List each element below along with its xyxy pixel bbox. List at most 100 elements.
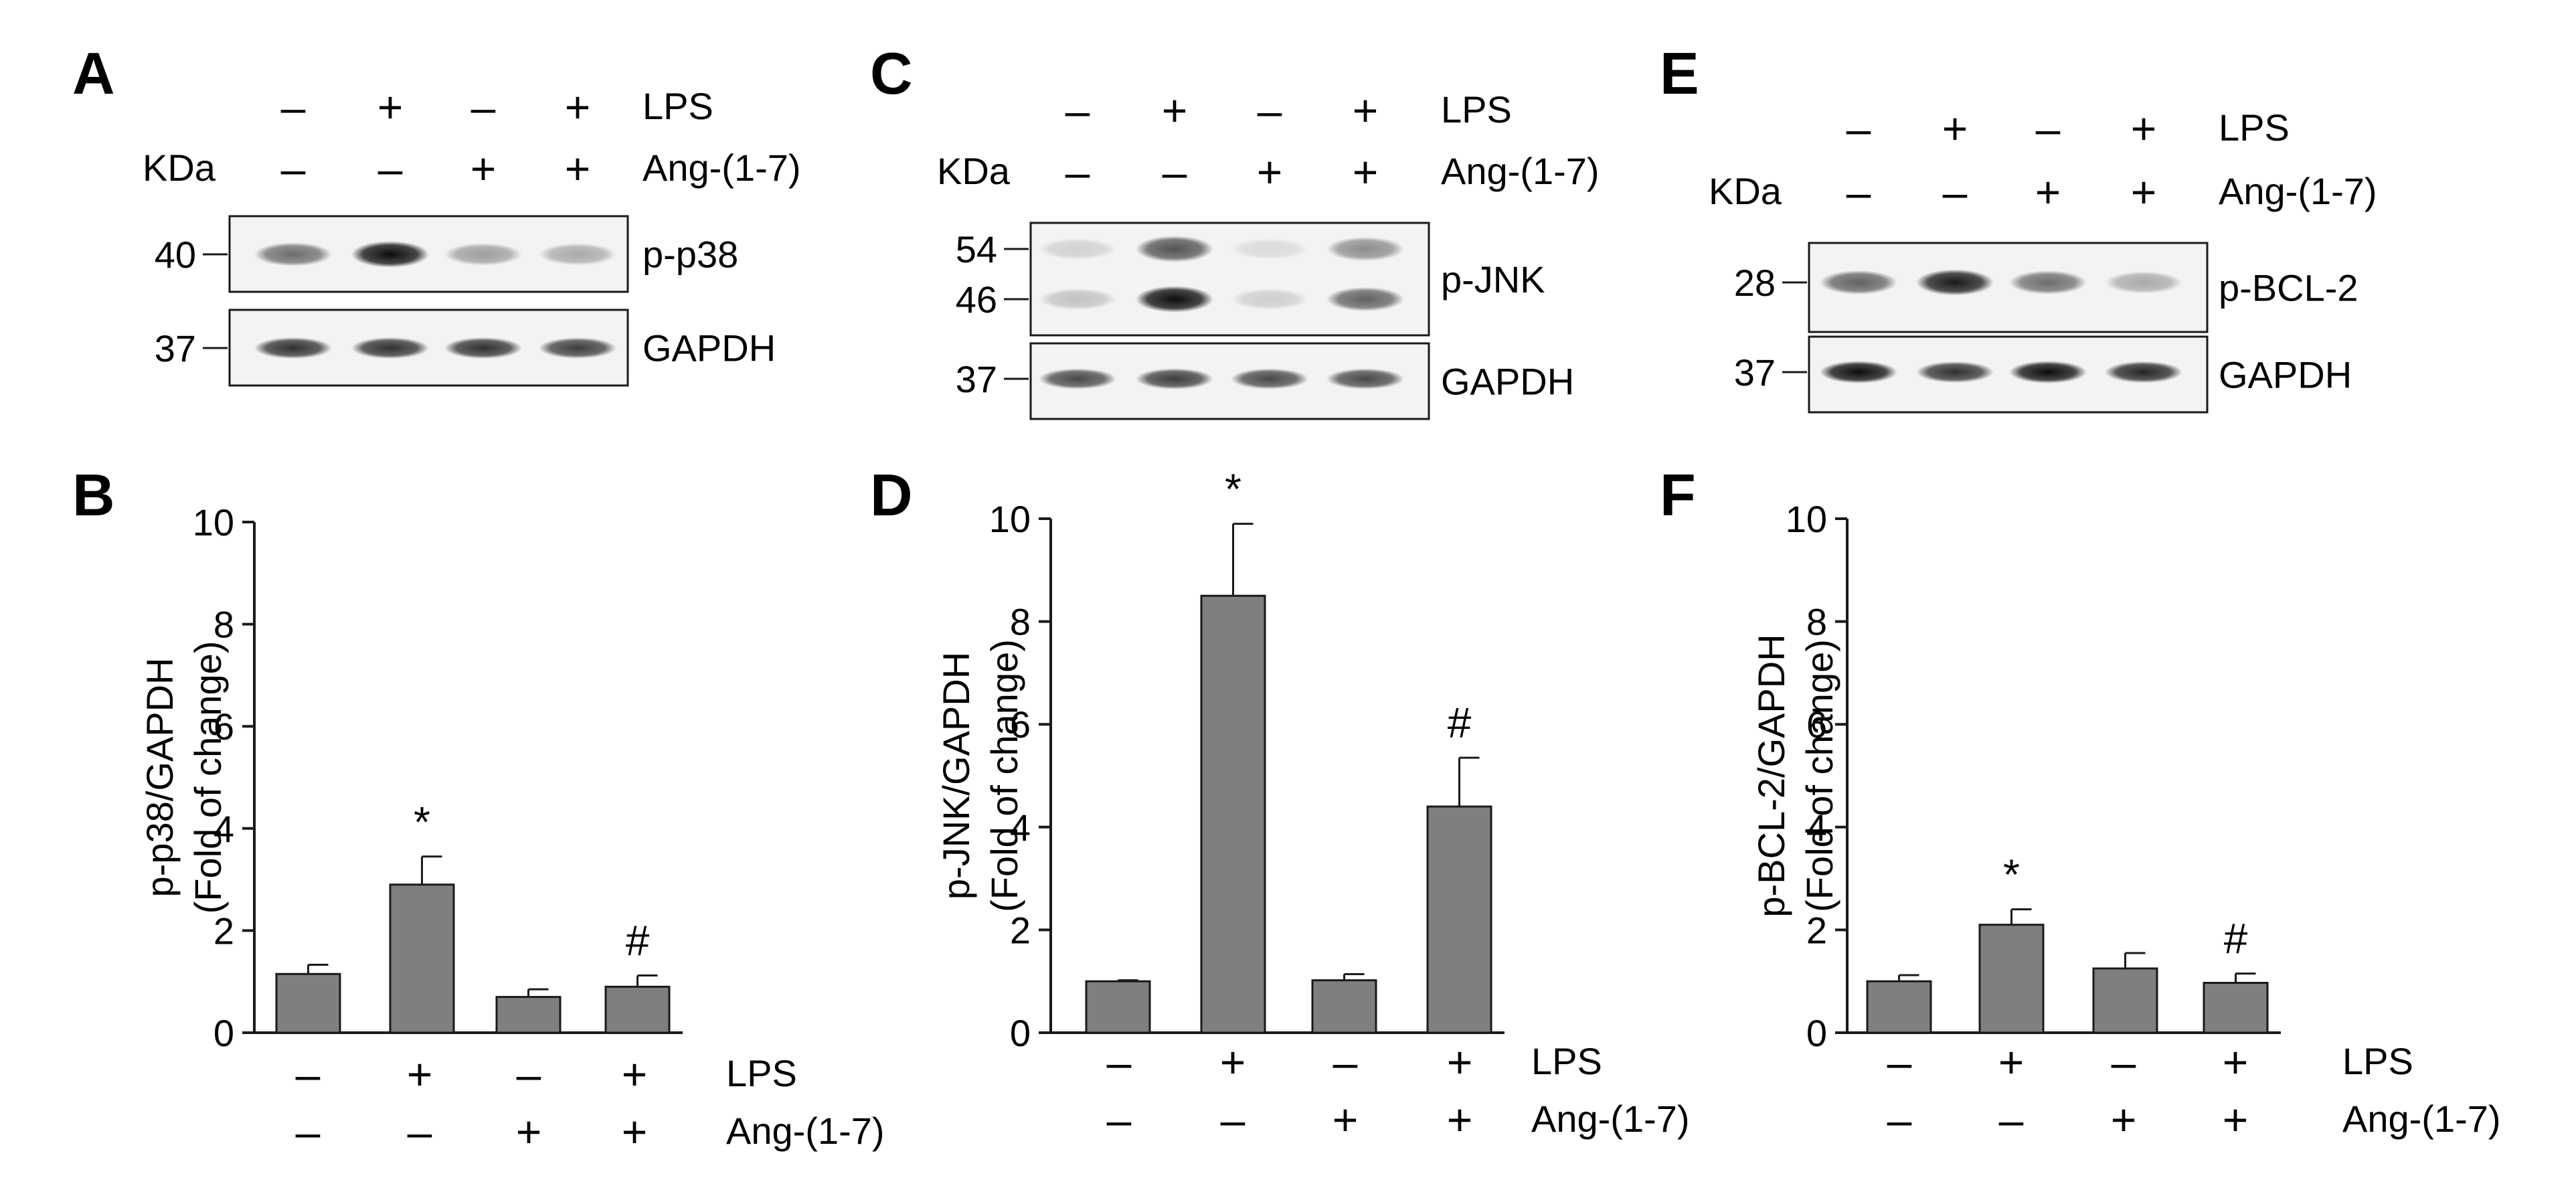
lps-sign: – <box>1065 86 1090 135</box>
western-blot-e: – + – + – – + + LPS Ang-(1-7) KDa 28 p-BCL-2 37 GAPDH <box>1709 104 2377 414</box>
bar <box>495 996 562 1034</box>
blot-band <box>1326 237 1404 261</box>
blot-band <box>1231 368 1308 390</box>
y-tick-label: 0 <box>213 1012 234 1054</box>
lps-sign: – <box>296 1049 321 1099</box>
bar <box>275 972 341 1034</box>
significance-asterisk: * <box>414 798 430 846</box>
blot-band <box>351 337 429 359</box>
lps-sign: – <box>1333 1037 1358 1087</box>
kda-marker: 37 <box>1734 351 1776 394</box>
blot-row-label: p-BCL-2 <box>2219 267 2358 309</box>
y-axis-label: p-JNK/GAPDH <box>935 652 977 900</box>
lps-sign: – <box>281 82 306 132</box>
ang-sign: + <box>2131 167 2157 217</box>
y-tick-label: 2 <box>1010 909 1031 951</box>
ang-sign: – <box>1999 1095 2024 1144</box>
blot-strip-gapdh: 37 GAPDH <box>1734 335 2352 414</box>
y-tick-label: 0 <box>1010 1012 1031 1054</box>
blot-band <box>444 243 522 266</box>
lps-label: LPS <box>1531 1040 1602 1082</box>
ang-sign: + <box>2035 167 2061 217</box>
lps-sign: + <box>1998 1037 2025 1087</box>
blot-strip-p-p38: 40 p-p38 <box>155 215 738 293</box>
y-tick-label: 8 <box>1806 601 1827 643</box>
panel-letter-d: D <box>870 462 913 528</box>
y-tick-label: 2 <box>1806 909 1827 951</box>
ang-sign: + <box>2223 1095 2249 1144</box>
blot-row-label: GAPDH <box>642 327 776 369</box>
western-blot-a: – + – + – – + + LPS Ang-(1-7) KDa 40 p-p38 37 GAPDH <box>143 82 801 387</box>
y-tick-label: 10 <box>1786 498 1827 540</box>
bar <box>1426 805 1492 1034</box>
western-blot-c: – + – + – – + + LPS Ang-(1-7) KDa 54 46 p-JNK 37 GAPDH <box>937 86 1600 420</box>
ang-sign: – <box>378 144 403 193</box>
ang-label: Ang-(1-7) <box>2342 1098 2501 1140</box>
y-tick-label: 0 <box>1806 1012 1827 1054</box>
blot-band <box>1820 270 1897 294</box>
blot-band <box>1231 288 1308 310</box>
bar <box>1311 979 1377 1034</box>
lps-sign: – <box>517 1049 541 1099</box>
significance-hash: # <box>1448 699 1472 747</box>
blot-band <box>1039 288 1116 310</box>
lps-sign: + <box>1353 86 1379 135</box>
lps-sign: + <box>1942 104 1968 153</box>
y-axis-label: p-p38/GAPDH <box>139 658 181 898</box>
blot-band <box>1039 368 1116 390</box>
lps-sign: + <box>407 1049 433 1099</box>
y-tick-label: 10 <box>193 501 234 543</box>
lps-sign: – <box>471 82 496 132</box>
lps-label: LPS <box>642 85 713 127</box>
lps-sign: – <box>2036 104 2061 153</box>
y-tick-label: 6 <box>1010 703 1031 746</box>
significance-hash: # <box>626 917 650 965</box>
y-tick-label: 6 <box>213 705 234 748</box>
y-tick-label: 4 <box>213 808 234 850</box>
bar <box>1866 980 1932 1034</box>
lps-label: LPS <box>726 1052 797 1094</box>
lps-sign: + <box>1162 86 1188 135</box>
blot-band <box>539 243 616 266</box>
y-axis-label: p-BCL-2/GAPDH <box>1750 634 1792 917</box>
panel-letter-f: F <box>1660 462 1696 528</box>
ang-sign: + <box>622 1107 648 1157</box>
significance-asterisk: * <box>2003 851 2020 899</box>
blot-band <box>1231 238 1308 260</box>
y-axis-label: (Fold of change) <box>187 641 229 914</box>
ang-sign: + <box>1257 147 1283 197</box>
ang-sign: – <box>1847 167 1871 217</box>
ang-sign: + <box>1353 147 1379 197</box>
ang-sign: – <box>296 1107 321 1157</box>
y-tick-label: 8 <box>1010 601 1031 643</box>
blot-band <box>2009 361 2087 384</box>
y-tick-label: 6 <box>1806 703 1827 746</box>
ang-sign: + <box>565 144 591 193</box>
bar <box>1978 924 2045 1034</box>
blot-band <box>254 242 332 266</box>
kda-marker: 37 <box>155 327 196 369</box>
kda-marker: 40 <box>155 234 196 276</box>
y-tick-label: 8 <box>213 604 234 646</box>
blot-strip-p-bcl-2: 28 p-BCL-2 <box>1734 242 2358 333</box>
blot-band <box>1136 368 1213 390</box>
blot-band <box>351 241 429 268</box>
ang-sign: – <box>1163 147 1187 197</box>
ang-label: Ang-(1-7) <box>2219 170 2377 212</box>
bar <box>604 985 671 1034</box>
panel-letter-e: E <box>1660 40 1699 106</box>
blot-band <box>1039 238 1116 260</box>
y-tick-label: 10 <box>989 498 1031 540</box>
lps-sign: – <box>2112 1037 2136 1087</box>
lps-sign: – <box>1258 86 1282 135</box>
blot-band <box>1136 286 1213 313</box>
blot-row-label: p-p38 <box>642 234 738 276</box>
bar-chart-f: 0 2 4 6 8 10 p-BCL-2/GAPDH (Fold of change) * # – +… <box>1750 498 2501 1144</box>
ang-label: Ang-(1-7) <box>1531 1098 1690 1140</box>
lps-sign: + <box>1447 1037 1473 1087</box>
blot-band <box>2009 270 2087 294</box>
kda-marker: 54 <box>956 228 997 270</box>
significance-asterisk: * <box>1225 465 1241 513</box>
ang-sign: – <box>1943 167 1968 217</box>
blot-band <box>1916 269 1994 296</box>
